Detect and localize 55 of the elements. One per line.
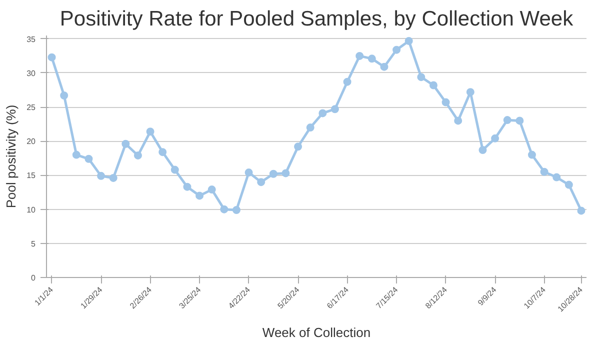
point (257, 178, 266, 186)
point (122, 140, 130, 148)
point (516, 116, 524, 125)
point (282, 169, 290, 178)
point (528, 150, 536, 159)
point (577, 206, 586, 215)
point (417, 73, 426, 82)
point (466, 88, 474, 96)
point (404, 36, 413, 45)
point (454, 116, 462, 125)
point (343, 78, 352, 86)
y-tick-label: 35 (26, 34, 36, 44)
point (269, 170, 278, 178)
y-tick-label: 25 (26, 103, 36, 112)
point (503, 116, 512, 124)
point (170, 166, 179, 174)
y-axis-title: Pool positivity (%) (4, 104, 19, 208)
point (72, 150, 80, 159)
point (318, 109, 327, 118)
point (392, 46, 401, 54)
point (60, 91, 68, 100)
chart-title: Positivity Rate for Pooled Samples, by Collection Week (60, 8, 574, 30)
point (244, 168, 253, 177)
y-tick-label: 5 (31, 239, 36, 248)
point (183, 182, 192, 191)
y-tick-label: 20 (26, 137, 36, 146)
point (491, 134, 500, 142)
point (208, 186, 216, 194)
point (109, 174, 118, 182)
point (564, 180, 573, 189)
point (232, 206, 240, 214)
point (478, 146, 487, 154)
point (146, 128, 154, 136)
point (196, 192, 204, 200)
y-tick-label: 30 (26, 68, 36, 78)
point (294, 142, 302, 151)
y-tick-label: 15 (26, 171, 36, 180)
point (158, 148, 167, 156)
point (84, 154, 93, 163)
point (442, 98, 450, 106)
point (368, 54, 376, 63)
point (552, 173, 561, 182)
point (48, 53, 56, 62)
point (356, 52, 364, 60)
y-tick-label: 10 (26, 205, 36, 214)
point (97, 172, 106, 180)
point (330, 105, 339, 114)
point (220, 205, 228, 214)
y-tick-label: 0 (31, 274, 36, 282)
point (429, 81, 438, 90)
point (134, 151, 142, 160)
point (380, 62, 388, 71)
x-axis-title: Week of Collection (262, 324, 371, 340)
point (540, 168, 548, 176)
point (306, 124, 314, 132)
